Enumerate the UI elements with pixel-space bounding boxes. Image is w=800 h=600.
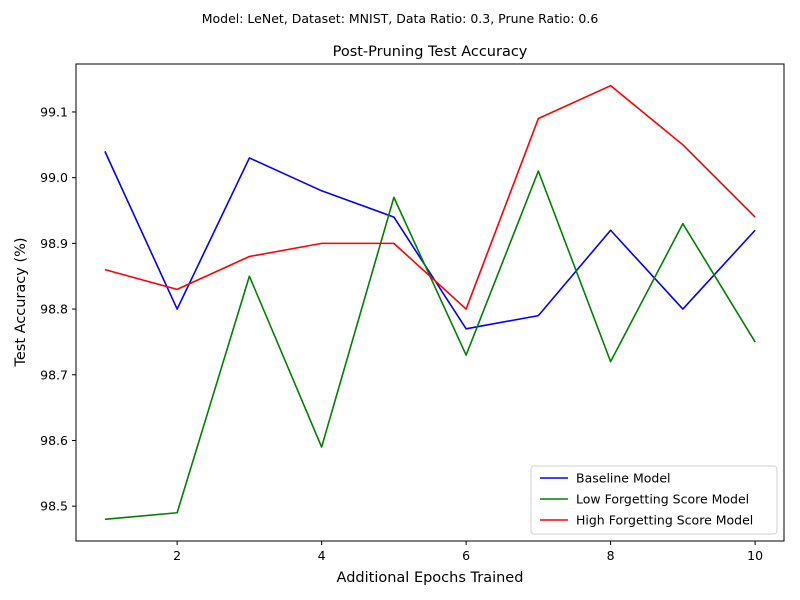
y-tick-label: 99.1: [40, 104, 68, 119]
y-tick-label: 98.8: [40, 302, 68, 317]
y-axis-label: Test Accuracy (%): [13, 237, 29, 367]
plot-area-frame: [75, 63, 785, 542]
legend-label-1: Low Forgetting Score Model: [576, 492, 749, 507]
chart-title: Post-Pruning Test Accuracy: [333, 44, 528, 60]
y-tick-label: 98.5: [40, 499, 68, 514]
y-tick-label: 98.6: [40, 433, 68, 448]
legend-label-0: Baseline Model: [576, 471, 671, 486]
legend: Baseline Model Low Forgetting Score Model…: [530, 465, 778, 535]
y-tick-label: 98.7: [40, 367, 68, 382]
x-tick-label: 4: [318, 548, 326, 563]
x-axis-label: Additional Epochs Trained: [337, 570, 524, 586]
y-tick-label: 99.0: [40, 170, 68, 185]
y-tick-label: 98.9: [40, 236, 68, 251]
legend-box: [530, 465, 778, 535]
x-tick-label: 6: [462, 548, 470, 563]
series-line-0: [104, 151, 756, 330]
legend-label-2: High Forgetting Score Model: [576, 513, 753, 528]
x-tick-label: 10: [747, 548, 763, 563]
chart-suptitle: Model: LeNet, Dataset: MNIST, Data Ratio…: [202, 11, 599, 26]
x-tick-label: 2: [173, 548, 181, 563]
x-tick-label: 8: [607, 548, 615, 563]
series-line-2: [104, 84, 756, 310]
